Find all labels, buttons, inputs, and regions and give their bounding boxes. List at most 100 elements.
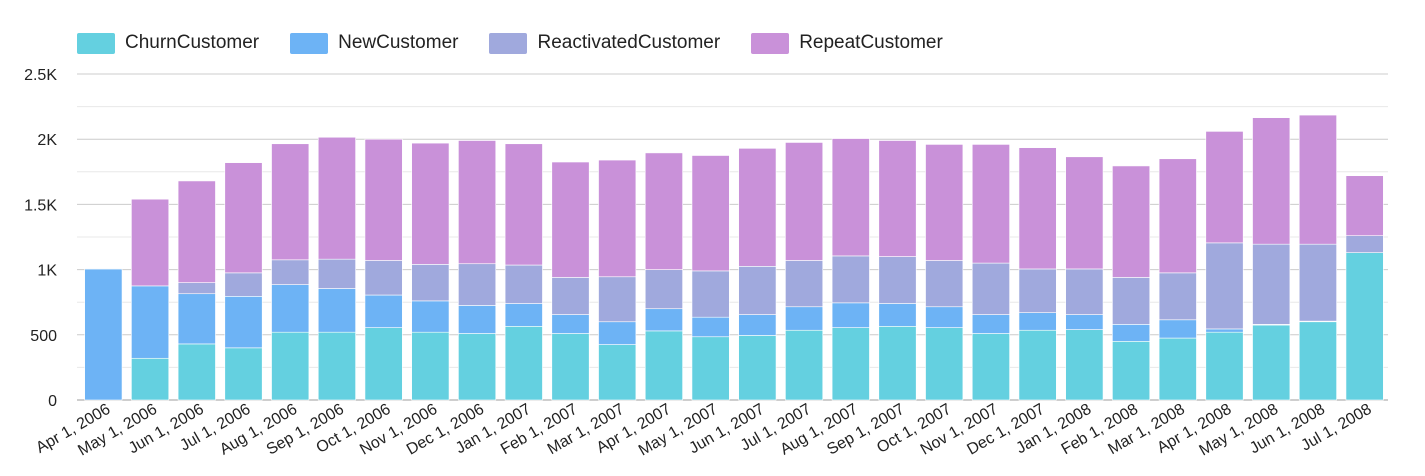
bar-segment-repeatcustomer[interactable] xyxy=(1252,117,1291,245)
bar-segment-reactivatedcustomer[interactable] xyxy=(831,255,870,304)
bar-segment-newcustomer[interactable] xyxy=(1065,314,1104,330)
bar-segment-reactivatedcustomer[interactable] xyxy=(738,266,777,315)
bar-segment-reactivatedcustomer[interactable] xyxy=(1252,243,1291,325)
bar-segment-newcustomer[interactable] xyxy=(691,316,730,338)
bar-segment-repeatcustomer[interactable] xyxy=(1112,165,1151,278)
bar-segment-repeatcustomer[interactable] xyxy=(411,142,450,265)
bar-segment-newcustomer[interactable] xyxy=(738,314,777,336)
bar-segment-newcustomer[interactable] xyxy=(1018,312,1057,331)
bar-segment-reactivatedcustomer[interactable] xyxy=(691,270,730,318)
bar-segment-newcustomer[interactable] xyxy=(177,293,216,345)
bar-segment-repeatcustomer[interactable] xyxy=(1065,156,1104,270)
bar-segment-repeatcustomer[interactable] xyxy=(504,143,543,266)
bar-segment-repeatcustomer[interactable] xyxy=(271,143,310,261)
bar-segment-reactivatedcustomer[interactable] xyxy=(364,260,403,296)
bar-segment-newcustomer[interactable] xyxy=(271,284,310,333)
bar-segment-churncustomer[interactable] xyxy=(317,331,356,401)
bar-segment-newcustomer[interactable] xyxy=(131,285,170,359)
bar-segment-repeatcustomer[interactable] xyxy=(551,161,590,278)
bar-segment-repeatcustomer[interactable] xyxy=(131,198,170,287)
bar-segment-newcustomer[interactable] xyxy=(458,305,497,334)
bar-segment-churncustomer[interactable] xyxy=(364,327,403,401)
bar-segment-churncustomer[interactable] xyxy=(644,330,683,401)
bar-segment-newcustomer[interactable] xyxy=(971,314,1010,334)
bar-segment-newcustomer[interactable] xyxy=(551,314,590,334)
bar-segment-newcustomer[interactable] xyxy=(644,308,683,332)
bar-segment-repeatcustomer[interactable] xyxy=(1158,158,1197,274)
bar-segment-reactivatedcustomer[interactable] xyxy=(598,276,637,323)
bar-segment-churncustomer[interactable] xyxy=(1205,331,1244,401)
bar-segment-newcustomer[interactable] xyxy=(411,300,450,333)
bar-segment-newcustomer[interactable] xyxy=(224,296,263,349)
bar-segment-repeatcustomer[interactable] xyxy=(364,138,403,261)
bar-segment-reactivatedcustomer[interactable] xyxy=(177,282,216,295)
bar-segment-newcustomer[interactable] xyxy=(84,268,123,401)
bar-segment-repeatcustomer[interactable] xyxy=(738,148,777,267)
bar-segment-churncustomer[interactable] xyxy=(1018,329,1057,401)
bar-segment-repeatcustomer[interactable] xyxy=(925,144,964,261)
legend-item-repeatcustomer[interactable]: RepeatCustomer xyxy=(751,32,943,54)
bar-segment-newcustomer[interactable] xyxy=(1158,319,1197,339)
bar-segment-reactivatedcustomer[interactable] xyxy=(317,258,356,289)
bar-segment-reactivatedcustomer[interactable] xyxy=(925,260,964,308)
bar-segment-reactivatedcustomer[interactable] xyxy=(84,267,123,270)
bar-segment-churncustomer[interactable] xyxy=(971,333,1010,401)
bar-segment-churncustomer[interactable] xyxy=(1252,324,1291,401)
bar-segment-repeatcustomer[interactable] xyxy=(224,162,263,274)
bar-segment-repeatcustomer[interactable] xyxy=(598,159,637,278)
bar-segment-reactivatedcustomer[interactable] xyxy=(1205,242,1244,330)
bar-segment-repeatcustomer[interactable] xyxy=(831,138,870,257)
bar-segment-reactivatedcustomer[interactable] xyxy=(458,263,497,306)
bar-segment-reactivatedcustomer[interactable] xyxy=(1158,272,1197,321)
bar-segment-reactivatedcustomer[interactable] xyxy=(1018,268,1057,313)
bar-segment-reactivatedcustomer[interactable] xyxy=(878,256,917,304)
bar-segment-reactivatedcustomer[interactable] xyxy=(411,264,450,302)
bar-segment-churncustomer[interactable] xyxy=(831,327,870,401)
bar-segment-newcustomer[interactable] xyxy=(878,303,917,327)
bar-segment-churncustomer[interactable] xyxy=(504,326,543,401)
bar-segment-newcustomer[interactable] xyxy=(317,288,356,333)
legend-item-newcustomer[interactable]: NewCustomer xyxy=(290,32,458,54)
bar-segment-reactivatedcustomer[interactable] xyxy=(971,262,1010,315)
bar-segment-repeatcustomer[interactable] xyxy=(971,144,1010,264)
bar-segment-repeatcustomer[interactable] xyxy=(458,140,497,265)
bar-segment-repeatcustomer[interactable] xyxy=(878,140,917,257)
bar-segment-reactivatedcustomer[interactable] xyxy=(644,269,683,310)
bar-segment-churncustomer[interactable] xyxy=(1112,341,1151,401)
bar-segment-churncustomer[interactable] xyxy=(785,329,824,401)
bar-segment-newcustomer[interactable] xyxy=(364,294,403,328)
bar-segment-reactivatedcustomer[interactable] xyxy=(1298,243,1337,322)
bar-segment-reactivatedcustomer[interactable] xyxy=(1345,235,1384,253)
bar-segment-repeatcustomer[interactable] xyxy=(317,136,356,260)
bar-segment-repeatcustomer[interactable] xyxy=(1298,114,1337,245)
bar-segment-newcustomer[interactable] xyxy=(1205,328,1244,333)
bar-segment-churncustomer[interactable] xyxy=(177,343,216,401)
bar-segment-reactivatedcustomer[interactable] xyxy=(271,259,310,285)
bar-segment-churncustomer[interactable] xyxy=(738,335,777,401)
bar-segment-reactivatedcustomer[interactable] xyxy=(1065,268,1104,315)
bar-segment-newcustomer[interactable] xyxy=(598,321,637,345)
bar-segment-churncustomer[interactable] xyxy=(224,347,263,401)
bar-segment-churncustomer[interactable] xyxy=(598,344,637,401)
bar-segment-reactivatedcustomer[interactable] xyxy=(1112,277,1151,325)
bar-segment-churncustomer[interactable] xyxy=(551,333,590,401)
bar-segment-reactivatedcustomer[interactable] xyxy=(551,277,590,315)
bar-segment-newcustomer[interactable] xyxy=(785,306,824,331)
bar-segment-churncustomer[interactable] xyxy=(878,326,917,401)
bar-segment-repeatcustomer[interactable] xyxy=(1345,175,1384,236)
bar-segment-churncustomer[interactable] xyxy=(925,327,964,401)
bar-segment-churncustomer[interactable] xyxy=(1298,321,1337,401)
bar-segment-churncustomer[interactable] xyxy=(411,331,450,401)
legend-item-reactivatedcustomer[interactable]: ReactivatedCustomer xyxy=(489,32,720,54)
bar-segment-reactivatedcustomer[interactable] xyxy=(504,264,543,304)
bar-segment-repeatcustomer[interactable] xyxy=(644,152,683,270)
bar-segment-churncustomer[interactable] xyxy=(458,333,497,401)
bar-segment-newcustomer[interactable] xyxy=(1112,324,1151,342)
bar-segment-newcustomer[interactable] xyxy=(925,306,964,328)
bar-segment-churncustomer[interactable] xyxy=(691,336,730,401)
bar-segment-newcustomer[interactable] xyxy=(831,302,870,328)
bar-segment-churncustomer[interactable] xyxy=(1065,329,1104,401)
bar-segment-churncustomer[interactable] xyxy=(1345,252,1384,401)
bar-segment-newcustomer[interactable] xyxy=(504,303,543,327)
bar-segment-repeatcustomer[interactable] xyxy=(691,155,730,272)
